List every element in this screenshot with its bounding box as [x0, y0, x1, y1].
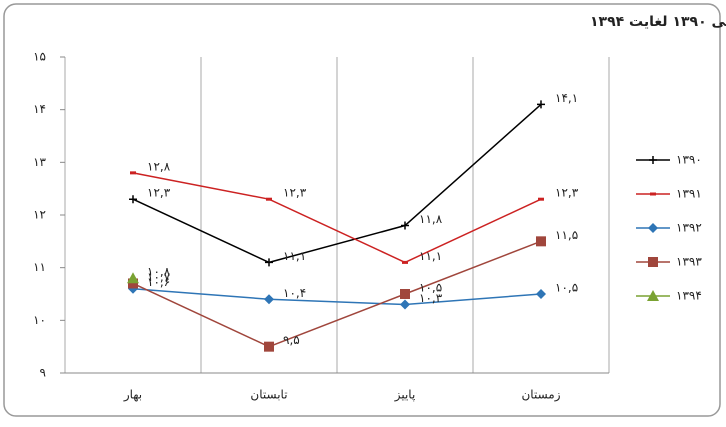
legend-label: ۱۳۹۴ [676, 289, 702, 303]
y-tick-label: ۹ [40, 366, 46, 380]
data-label: ۱۲,۳ [555, 186, 579, 200]
legend-marker [648, 257, 658, 267]
x-tick-label: زمستان [521, 388, 560, 403]
data-label: ۱۰,۵ [419, 281, 442, 295]
legend-marker [650, 192, 656, 196]
data-point [130, 171, 136, 175]
x-tick-label: بهار [123, 388, 142, 403]
data-point [402, 260, 408, 264]
series-line [132, 240, 542, 348]
y-tick-label: ۱۰ [33, 313, 46, 327]
legend-marker [649, 156, 657, 164]
data-point [128, 278, 138, 289]
data-point [264, 341, 274, 352]
data-point [401, 221, 409, 230]
data-label: ۱۰,۶ [147, 275, 170, 289]
chart-frame [3, 3, 721, 417]
legend-label: ۱۳۹۱ [676, 187, 702, 201]
data-point [127, 272, 139, 284]
data-label: ۱۴,۱ [555, 91, 578, 105]
y-tick-label: ۱۱ [33, 260, 46, 274]
data-point [129, 195, 137, 204]
y-tick-label: ۱۳ [33, 155, 46, 169]
data-label: ۱۱,۵ [555, 228, 578, 242]
x-tick-label: پاییز [394, 388, 416, 403]
data-label: ۱۰,۴ [283, 286, 306, 300]
data-label: ۱۲,۳ [147, 186, 171, 200]
legend-label: ۱۳۹۲ [676, 221, 702, 235]
data-point [538, 197, 544, 201]
data-label: ۱۰,۵ [555, 281, 578, 295]
y-tick-label: ۱۲ [33, 208, 46, 222]
data-label: ۱۰,۳ [419, 291, 443, 305]
legend-marker [648, 223, 658, 233]
legend-label: ۱۳۹۳ [676, 255, 702, 269]
data-point [536, 289, 546, 299]
data-label: ۱۱,۱ [283, 249, 306, 263]
series-line [132, 103, 542, 264]
series-line [132, 287, 542, 306]
data-label: ۹,۵ [283, 333, 300, 347]
data-label: ۱۲,۳ [283, 186, 307, 200]
data-label: ۱۰,۸ [147, 265, 171, 279]
data-point [400, 289, 410, 299]
legend-marker [647, 290, 659, 301]
x-tick-label: تابستان [250, 388, 287, 402]
data-label: ۱۱,۱ [419, 249, 442, 263]
data-point [537, 100, 545, 109]
data-point [265, 258, 273, 267]
y-tick-label: ۱۵ [33, 50, 46, 64]
legend-label: ۱۳۹۰ [676, 153, 702, 167]
y-tick-label: ۱۴ [33, 102, 46, 116]
data-point [400, 299, 410, 310]
chart-title: نمودار ۳. تغییرات نرخ بیکاری در فصول متو… [590, 14, 726, 30]
data-label: ۱۱,۸ [419, 212, 443, 226]
series-line [132, 172, 542, 264]
data-point [536, 236, 546, 247]
data-point [264, 294, 274, 305]
data-label: ۱۰,۷ [147, 270, 171, 284]
data-point [266, 197, 272, 201]
data-label: ۱۲,۸ [147, 159, 171, 173]
